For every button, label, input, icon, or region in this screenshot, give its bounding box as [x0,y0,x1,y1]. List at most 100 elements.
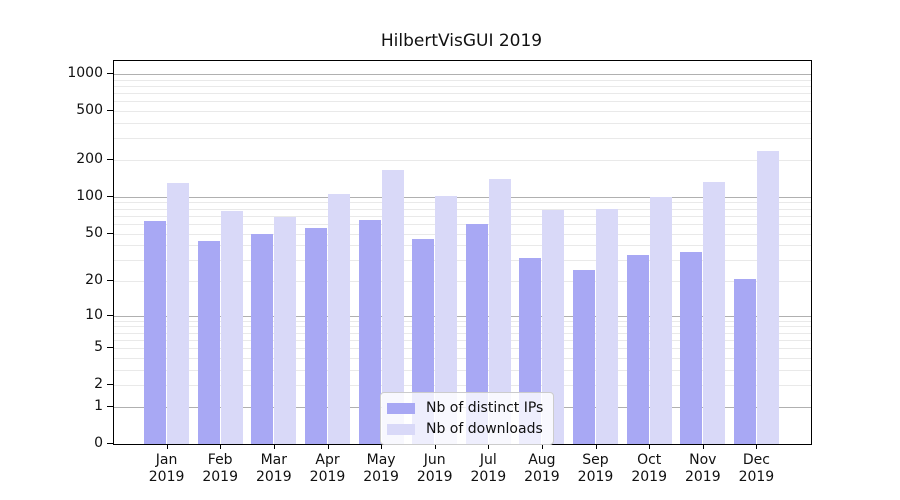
minor-gridline [114,160,811,161]
x-tick-label-feb: Feb 2019 [202,452,238,485]
bar-distinct-ips-jul [465,223,488,444]
bar-downloads-nov [703,182,726,444]
y-tick-mark [107,384,113,386]
y-tick-label: 1000 [67,65,103,81]
y-tick-label: 200 [76,151,103,167]
bar-downloads-aug [542,210,565,444]
legend-label: Nb of downloads [426,421,543,437]
x-tick-label-dec: Dec 2019 [738,452,775,485]
y-tick-label: 100 [76,187,103,204]
minor-gridline [114,385,811,387]
bar-downloads-jul [488,179,511,444]
bar-downloads-apr [328,194,350,444]
bar-distinct-ips-jan [144,221,167,444]
y-tick-label: 5 [94,339,103,356]
x-tick-mark [166,444,168,449]
minor-gridline [114,281,811,282]
minor-gridline [114,233,811,235]
y-tick-label: 0 [94,435,103,451]
x-tick-label-sep: Sep 2019 [577,452,614,485]
minor-gridline [114,86,811,87]
y-tick-label: 50 [85,224,103,241]
major-gridline [114,315,811,317]
bar-downloads-feb [220,210,243,444]
minor-gridline [114,245,811,247]
bar-downloads-may [381,170,404,444]
minor-gridline [114,202,811,204]
minor-gridline [114,369,811,371]
minor-gridline [114,320,811,322]
legend-item: Nb of downloads [387,420,543,438]
x-tick-label-jul: Jul 2019 [470,452,507,485]
x-tick-label-apr: Apr 2019 [309,452,346,485]
bar-downloads-jan [167,182,190,444]
y-tick-mark [107,405,113,407]
x-tick-mark [488,444,490,449]
bar-downloads-oct [649,196,672,444]
y-tick-mark [107,443,113,444]
x-tick-label-may: May 2019 [363,452,399,485]
x-tick-label-nov: Nov 2019 [684,452,721,485]
minor-gridline [114,101,811,103]
x-tick-mark [327,444,329,449]
plot-area: Nb of distinct IPs Nb of downloads [113,60,812,445]
legend: Nb of distinct IPs Nb of downloads [380,392,555,445]
minor-gridline [114,111,811,113]
y-tick-mark [107,110,113,112]
x-tick-label-jan: Jan 2019 [148,452,185,485]
x-tick-mark [434,444,436,449]
bar-distinct-ips-mar [251,233,274,444]
minor-gridline [114,326,811,328]
bar-distinct-ips-apr [305,228,327,444]
minor-gridline [114,138,811,140]
y-tick-label: 500 [76,102,103,119]
x-tick-mark [273,444,275,449]
bar-downloads-sep [596,208,618,444]
bar-distinct-ips-feb [197,241,220,444]
x-tick-label-mar: Mar 2019 [255,452,292,485]
minor-gridline [114,79,811,81]
minor-gridline [114,357,811,359]
x-tick-label-aug: Aug 2019 [524,452,560,485]
x-tick-label-oct: Oct 2019 [631,452,667,485]
bar-downloads-mar [274,217,297,444]
bar-distinct-ips-oct [626,255,649,444]
y-tick-mark [107,159,113,160]
legend-swatch [387,402,415,414]
x-tick-mark [381,444,383,449]
x-tick-mark [595,444,597,449]
y-tick-mark [107,314,113,316]
bar-distinct-ips-nov [680,252,703,444]
y-tick-label: 10 [85,306,103,323]
y-tick-label: 1 [94,397,103,414]
x-tick-mark [220,444,222,449]
minor-gridline [114,260,811,262]
x-tick-mark [702,444,704,449]
major-gridline [114,196,811,198]
minor-gridline [114,339,811,341]
y-tick-mark [107,73,113,74]
major-gridline [114,74,811,75]
minor-gridline [114,223,811,225]
minor-gridline [114,332,811,334]
minor-gridline [114,93,811,95]
bar-downloads-dec [756,150,779,444]
chart-title: HilbertVisGUI 2019 [380,31,543,51]
y-tick-label: 2 [94,376,103,393]
bar-distinct-ips-may [358,219,381,444]
minor-gridline [114,123,811,124]
bar-downloads-jun [435,195,458,444]
x-tick-label-jun: Jun 2019 [416,452,453,485]
minor-gridline [114,208,811,210]
minor-gridline [114,348,811,350]
x-tick-mark [649,444,651,449]
legend-label: Nb of distinct IPs [426,400,544,416]
minor-gridline [114,215,811,217]
legend-swatch [387,423,415,435]
y-tick-mark [107,347,113,349]
x-tick-mark [541,444,543,449]
legend-item: Nb of distinct IPs [387,399,543,417]
y-tick-mark [107,195,113,197]
x-tick-mark [756,444,758,449]
